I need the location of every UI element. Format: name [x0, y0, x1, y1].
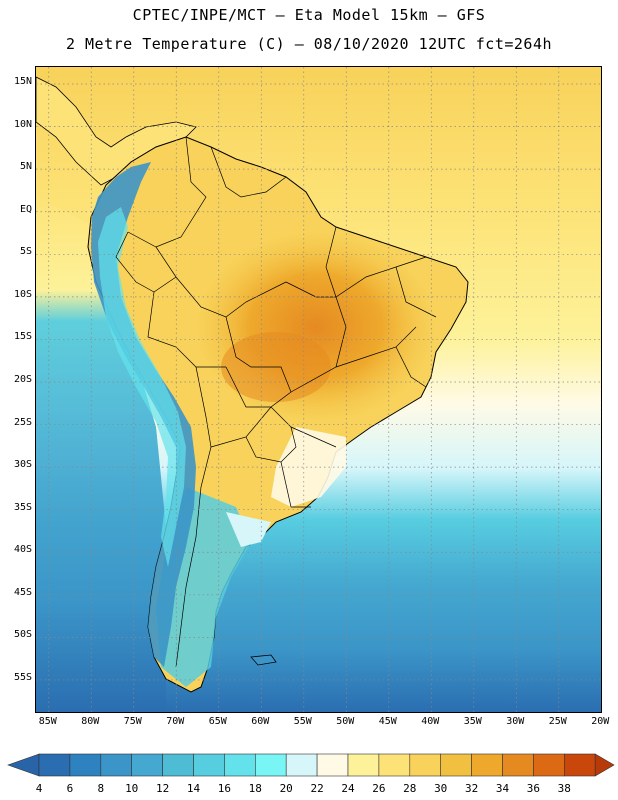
legend-color-swatch — [255, 753, 287, 777]
map-title-line2: 2 Metre Temperature (C) – 08/10/2020 12U… — [65, 35, 553, 53]
legend-color-swatch — [285, 753, 318, 777]
legend-color-swatch — [502, 753, 534, 777]
legend-color-swatch — [378, 753, 411, 777]
latitude-tick-label: 35S — [13, 501, 32, 513]
legend-color-swatch — [193, 753, 225, 777]
legend-tick-label: 18 — [248, 782, 262, 795]
legend-tick-label: 10 — [125, 782, 139, 795]
legend-color-swatch — [316, 753, 349, 777]
latitude-tick-label: 5N — [19, 161, 32, 173]
cool-south-brazil — [271, 427, 346, 507]
legend-color-swatch — [224, 753, 256, 777]
legend-tick-label: 12 — [155, 782, 170, 795]
legend-tick-label: 6 — [66, 782, 74, 795]
latitude-tick-label: 25S — [13, 416, 32, 428]
legend-color-swatch — [69, 753, 102, 777]
latitude-tick-label: 5S — [19, 246, 32, 258]
longitude-tick-label: 85W — [38, 716, 57, 727]
longitude-tick-label: 35W — [463, 716, 482, 727]
legend-tick-label: 24 — [341, 782, 355, 795]
longitude-tick-label: 50W — [336, 716, 355, 727]
temperature-map — [35, 66, 602, 713]
central-america-land — [36, 76, 197, 186]
legend-tick-label: 36 — [526, 782, 541, 795]
longitude-tick-label: 40W — [421, 716, 440, 727]
map-canvas — [36, 67, 601, 712]
longitude-tick-label: 20W — [591, 716, 610, 727]
legend-tick-label: 14 — [186, 782, 201, 795]
longitude-tick-label: 30W — [506, 716, 525, 727]
legend-tick-label: 20 — [279, 782, 293, 795]
longitude-tick-label: 80W — [81, 716, 100, 727]
legend-tick-label: 32 — [464, 782, 479, 795]
falkland-islands — [250, 654, 277, 666]
legend-tick-label: 38 — [557, 782, 571, 795]
longitude-tick-label: 70W — [166, 716, 185, 727]
legend-color-swatch — [38, 753, 71, 777]
latitude-tick-label: EQ — [19, 203, 32, 215]
longitude-tick-label: 75W — [123, 716, 142, 727]
latitude-tick-label: 10N — [13, 118, 32, 130]
color-legend — [7, 753, 615, 777]
map-title-line1: CPTEC/INPE/MCT – Eta Model 15km – GFS — [132, 6, 486, 24]
legend-high-arrow — [594, 753, 615, 777]
legend-color-swatch — [563, 753, 596, 777]
longitude-tick-label: 45W — [378, 716, 397, 727]
legend-color-swatch — [440, 753, 472, 777]
pacific-field — [36, 197, 166, 712]
legend-tick-label: 8 — [97, 782, 105, 795]
andes-highlands — [98, 207, 186, 567]
legend-color-swatch — [347, 753, 380, 777]
longitude-tick-label: 65W — [208, 716, 227, 727]
legend-color-swatch — [533, 753, 565, 777]
latitude-tick-label: 50S — [13, 629, 32, 641]
latitude-tick-label: 45S — [13, 586, 32, 598]
longitude-tick-label: 60W — [251, 716, 270, 727]
latitude-tick-label: 20S — [13, 373, 32, 385]
longitude-tick-label: 55W — [293, 716, 312, 727]
legend-low-arrow — [7, 753, 40, 777]
legend-tick-label: 28 — [403, 782, 417, 795]
legend-color-swatch — [471, 753, 503, 777]
legend-tick-label: 4 — [35, 782, 43, 795]
legend-tick-label: 26 — [372, 782, 386, 795]
latitude-tick-label: 10S — [13, 288, 32, 300]
latitude-tick-label: 55S — [13, 671, 32, 683]
legend-tick-label: 16 — [217, 782, 232, 795]
legend-color-swatch — [162, 753, 194, 777]
latitude-tick-label: 15S — [13, 331, 32, 343]
latitude-tick-label: 30S — [13, 459, 32, 471]
legend-color-swatch — [409, 753, 441, 777]
legend-tick-label: 30 — [434, 782, 448, 795]
legend-color-swatch — [100, 753, 133, 777]
latitude-tick-label: 15N — [13, 76, 32, 88]
latitude-tick-label: 40S — [13, 544, 32, 556]
legend-tick-label: 22 — [310, 782, 324, 795]
hot-interior — [196, 232, 436, 422]
pampas-mild — [226, 512, 271, 547]
graticule — [36, 67, 601, 712]
legend-color-swatch — [131, 753, 163, 777]
legend-tick-label: 34 — [495, 782, 510, 795]
longitude-tick-label: 25W — [548, 716, 567, 727]
